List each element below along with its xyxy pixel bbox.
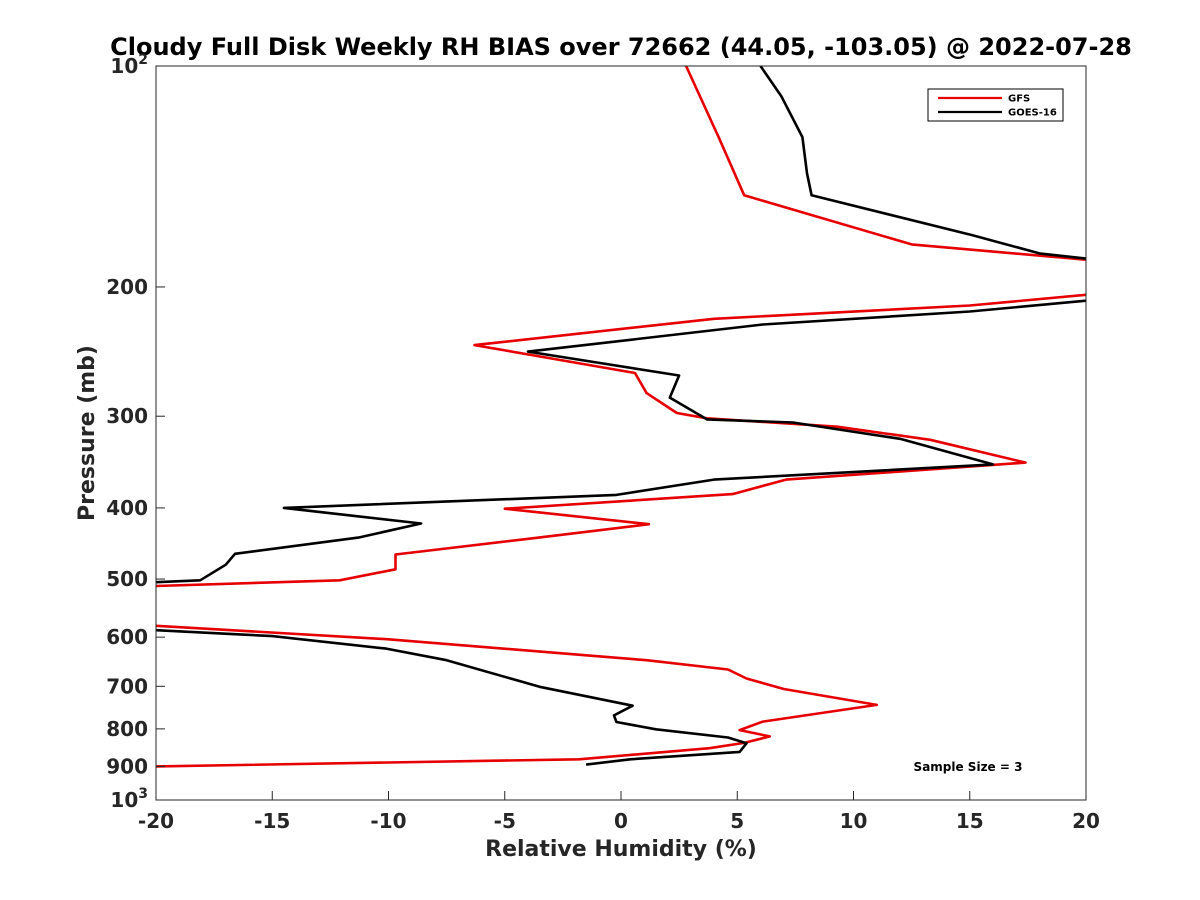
y-tick-label: 300	[106, 404, 148, 428]
x-tick-label: 5	[730, 809, 744, 833]
x-tick-label: -10	[370, 809, 406, 833]
plot-frame	[155, 65, 1087, 801]
series-line-goes-16-seg-0	[759, 66, 1086, 260]
y-tick-label: 700	[106, 674, 148, 698]
series-line-gfs-seg-1	[156, 293, 1086, 588]
chart-title: Cloudy Full Disk Weekly RH BIAS over 726…	[110, 33, 1132, 61]
y-tick-label: 102	[110, 52, 148, 78]
x-tick-label: 0	[614, 809, 628, 833]
x-axis-label: Relative Humidity (%)	[485, 837, 757, 862]
legend-label-gfs: GFS	[1008, 94, 1030, 105]
series-line-goes-16-seg-2	[156, 628, 748, 766]
y-tick-label: 400	[106, 496, 148, 520]
y-axis-label: Pressure (mb)	[75, 345, 100, 521]
y-tick-label: 600	[106, 625, 148, 649]
series-line-gfs-seg-0	[684, 66, 1086, 262]
x-tick-label: -5	[494, 809, 516, 833]
legend-box	[927, 88, 1064, 122]
x-tick-label: -20	[138, 809, 174, 833]
series-line-goes-16-seg-1	[156, 299, 1086, 584]
x-tick-label: -15	[254, 809, 290, 833]
x-axis-ticks: -20 -15 -10 -5 0 5 10 15 20	[138, 791, 1100, 833]
legend: GFS GOES-16	[927, 88, 1064, 122]
y-tick-label: 500	[106, 567, 148, 591]
sample-size-annotation: Sample Size = 3	[914, 760, 1023, 774]
y-tick-label: 800	[106, 717, 148, 741]
legend-label-goes-16: GOES-16	[1008, 108, 1057, 119]
series-line-gfs-seg-2	[156, 624, 879, 768]
x-tick-label: 10	[840, 809, 868, 833]
plot-series-layer	[156, 66, 1086, 768]
y-tick-label: 900	[106, 754, 148, 778]
x-tick-label: 20	[1072, 809, 1100, 833]
y-tick-label: 200	[106, 275, 148, 299]
x-tick-label: 15	[956, 809, 984, 833]
